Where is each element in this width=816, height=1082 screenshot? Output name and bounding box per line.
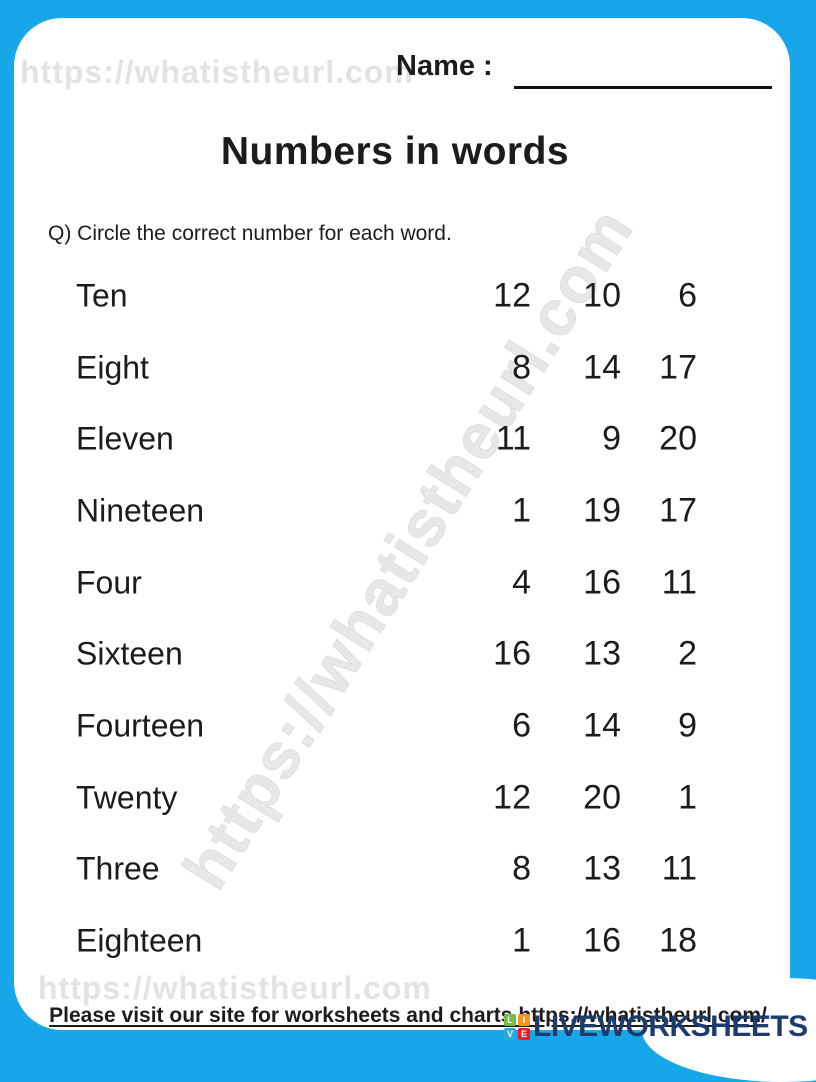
number-option[interactable]: 18	[659, 921, 697, 960]
word-label: Twenty	[76, 779, 178, 816]
number-option[interactable]: 9	[602, 419, 621, 458]
number-option[interactable]: 12	[493, 276, 531, 315]
number-option[interactable]: 14	[583, 706, 621, 745]
number-option[interactable]: 16	[583, 921, 621, 960]
worksheet-row: Twenty 12 20 1	[0, 762, 816, 834]
word-label: Ten	[76, 277, 128, 314]
worksheet-page	[14, 18, 790, 1030]
worksheet-row: Eleven 11 9 20	[0, 403, 816, 475]
logo-block-i: I	[518, 1014, 530, 1026]
word-label: Eleven	[76, 420, 174, 457]
word-label: Eighteen	[76, 922, 203, 959]
worksheet-row: Four 4 16 11	[0, 547, 816, 619]
number-option[interactable]: 12	[493, 778, 531, 817]
number-option[interactable]: 16	[493, 634, 531, 673]
number-option[interactable]: 10	[583, 276, 621, 315]
watermark-bottom: https://whatistheurl.com	[38, 970, 432, 1006]
number-option[interactable]: 9	[678, 706, 697, 745]
worksheet-row: Three 8 13 11	[0, 834, 816, 906]
rows: Ten 12 10 6 Eight 8 14 17 Eleven 11 9 20 Nineteen 1 19…	[0, 260, 816, 977]
worksheet-row: Fourteen 6 14 9	[0, 690, 816, 762]
name-blank-line[interactable]	[514, 86, 772, 89]
worksheet-row: Eighteen 1 16 18	[0, 905, 816, 977]
word-label: Four	[76, 564, 142, 601]
number-option[interactable]: 6	[512, 706, 531, 745]
footer-note: Please visit our site for worksheets and…	[49, 1004, 767, 1027]
number-option[interactable]: 17	[659, 491, 697, 530]
worksheet-row: Sixteen 16 13 2	[0, 618, 816, 690]
number-option[interactable]: 19	[583, 491, 621, 530]
number-option[interactable]: 14	[583, 348, 621, 387]
word-label: Sixteen	[76, 635, 183, 672]
logo-block-e: E	[518, 1028, 530, 1040]
worksheet-row: Eight 8 14 17	[0, 332, 816, 404]
number-option[interactable]: 13	[583, 849, 621, 888]
page-title: Numbers in words	[220, 130, 570, 173]
number-option[interactable]: 13	[583, 634, 621, 673]
watermark-top: https://whatistheurl.com	[20, 54, 414, 90]
logo-block-l: L	[504, 1014, 516, 1026]
word-label: Three	[76, 850, 160, 887]
number-option[interactable]: 6	[678, 276, 697, 315]
number-option[interactable]: 8	[512, 849, 531, 888]
number-option[interactable]: 11	[495, 419, 531, 458]
number-option[interactable]: 20	[659, 419, 697, 458]
number-option[interactable]: 11	[661, 563, 697, 602]
logo-block-v: V	[504, 1028, 516, 1040]
logo-text: LIVEWORKSHEETS	[533, 1010, 808, 1043]
number-option[interactable]: 8	[512, 348, 531, 387]
question-text: Q) Circle the correct number for each wo…	[48, 222, 452, 245]
name-field: Name :	[396, 50, 772, 89]
word-label: Nineteen	[76, 492, 205, 529]
number-option[interactable]: 11	[661, 849, 697, 888]
worksheet-row: Nineteen 1 19 17	[0, 475, 816, 547]
number-option[interactable]: 2	[678, 634, 697, 673]
number-option[interactable]: 4	[512, 563, 531, 602]
worksheet-row: Ten 12 10 6	[0, 260, 816, 332]
number-option[interactable]: 17	[659, 348, 697, 387]
word-label: Fourteen	[76, 707, 205, 744]
name-label: Name :	[396, 50, 493, 82]
number-option[interactable]: 1	[512, 491, 531, 530]
number-option[interactable]: 1	[512, 921, 531, 960]
number-option[interactable]: 1	[678, 778, 697, 817]
number-option[interactable]: 16	[583, 563, 621, 602]
word-label: Eight	[76, 349, 149, 386]
number-option[interactable]: 20	[583, 778, 621, 817]
